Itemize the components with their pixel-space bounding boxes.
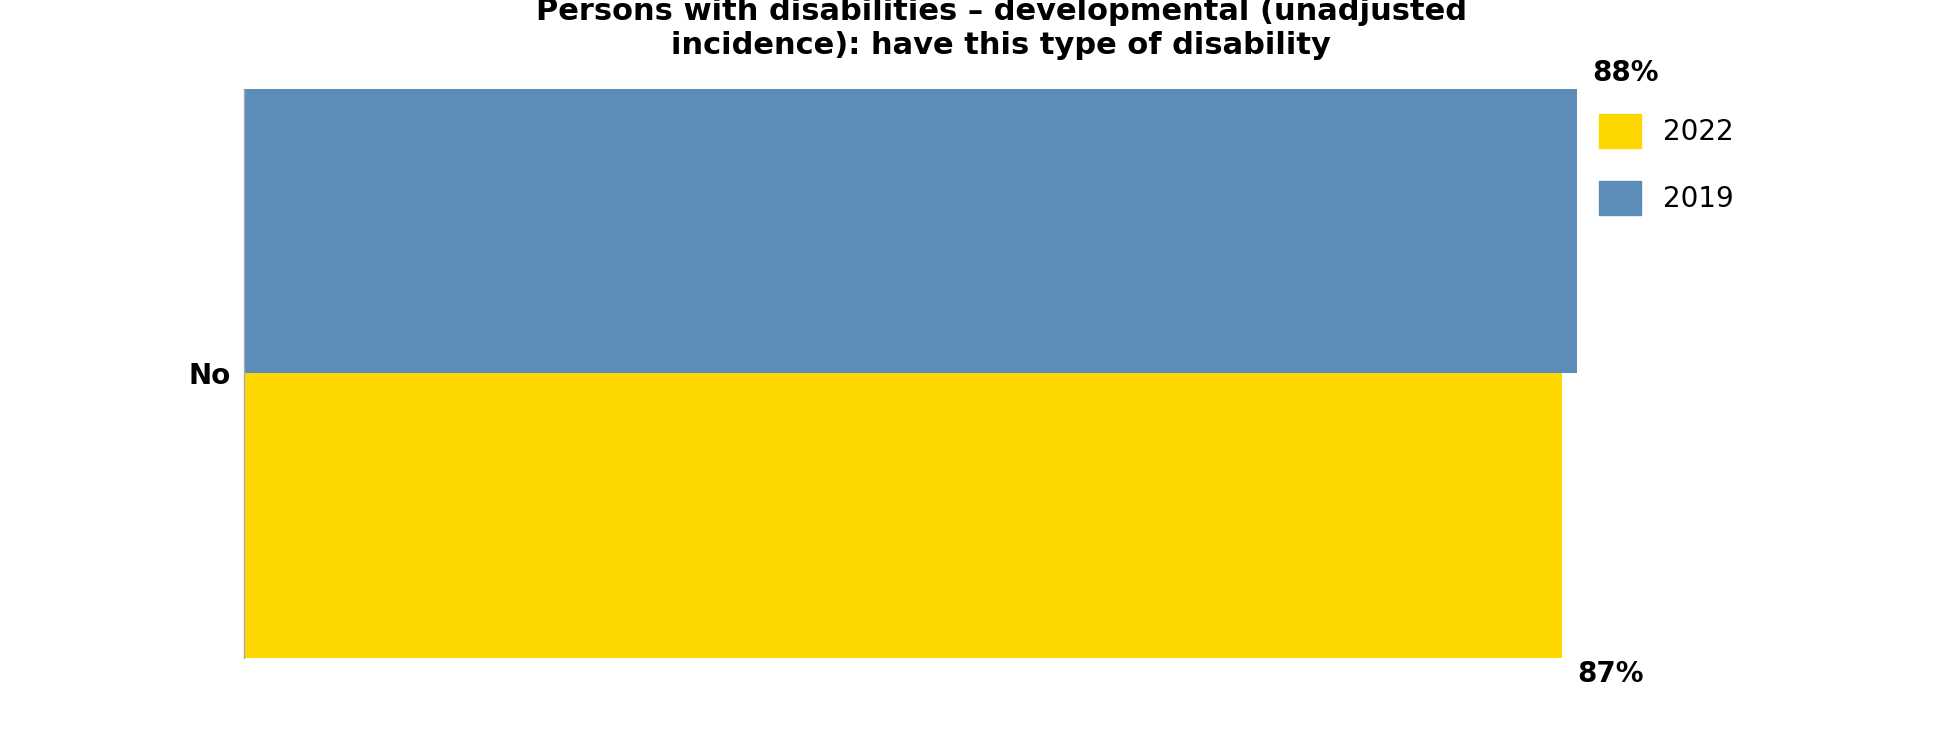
Text: 87%: 87%: [1577, 659, 1643, 687]
Title: Persons with disabilities – developmental (unadjusted
incidence): have this type: Persons with disabilities – developmenta…: [535, 0, 1467, 60]
Bar: [244, 0, 1577, 373]
Text: 88%: 88%: [1593, 59, 1659, 87]
Bar: [244, 0, 426, 25]
Bar: [244, 373, 1561, 739]
Bar: [244, 721, 274, 739]
Legend: 2022, 2019: 2022, 2019: [1589, 103, 1745, 226]
